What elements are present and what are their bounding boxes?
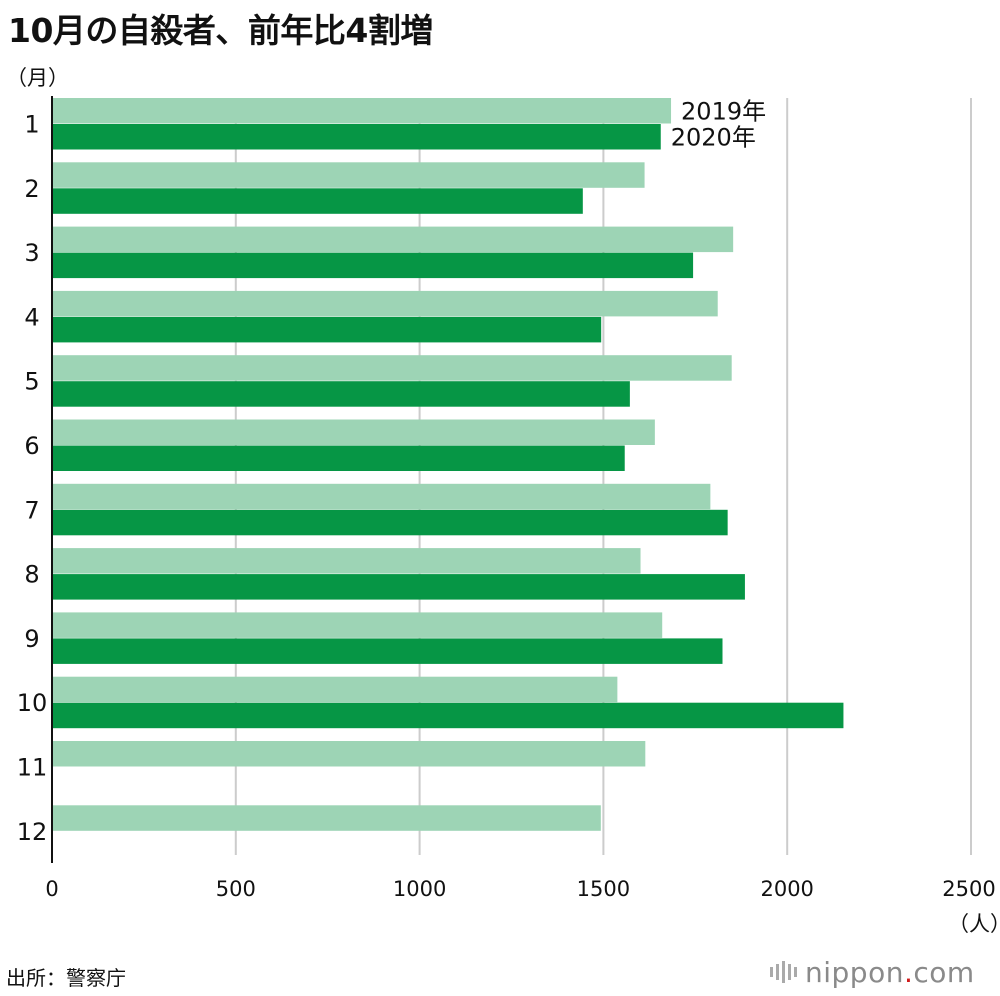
x-axis-unit: （人） xyxy=(948,912,1000,936)
bar-2020-month-6 xyxy=(52,445,625,471)
logo-suffix: com xyxy=(913,955,975,989)
bar-2019-month-9 xyxy=(52,612,663,638)
y-axis-unit: （月） xyxy=(6,66,69,90)
month-label: 2 xyxy=(24,175,39,203)
source-note: 出所：警察庁 xyxy=(6,966,126,990)
bar-2020-month-3 xyxy=(52,252,694,279)
month-label: 6 xyxy=(24,432,39,460)
logo-dot: . xyxy=(903,955,914,989)
month-label: 5 xyxy=(24,368,39,396)
chart-title: 10月の自殺者、前年比4割増 xyxy=(8,11,433,50)
month-label: 8 xyxy=(24,561,39,589)
bar-2019-month-10 xyxy=(52,676,618,703)
labels: 0 500 1000 1500 2000 25001234567891011122019年… xyxy=(17,98,996,902)
month-label: 4 xyxy=(24,303,39,331)
month-label: 3 xyxy=(24,239,39,267)
bar-2020-month-2 xyxy=(52,188,583,214)
x-tick-label: 2500 xyxy=(942,877,995,901)
bar-2020-month-9 xyxy=(52,638,723,664)
bars xyxy=(52,98,844,831)
x-tick-label: 1000 xyxy=(393,877,446,901)
month-label: 1 xyxy=(24,111,39,139)
month-label: 7 xyxy=(24,496,39,524)
grid-lines xyxy=(234,98,972,855)
x-tick-label: 1500 xyxy=(577,877,630,901)
bar-2019-month-1 xyxy=(52,98,672,124)
bar-2019-month-4 xyxy=(52,290,718,317)
bar-2020-month-4 xyxy=(52,316,602,343)
month-label: 9 xyxy=(24,625,39,653)
bar-2019-month-3 xyxy=(52,226,734,253)
nippon-logo[interactable]: nippon. com xyxy=(770,955,975,989)
logo-bars-icon xyxy=(770,961,797,983)
bar-2019-month-2 xyxy=(52,162,645,188)
x-tick-label: 0 xyxy=(45,877,58,901)
bar-2019-month-6 xyxy=(52,419,655,445)
month-label: 10 xyxy=(17,689,48,717)
bar-2019-month-5 xyxy=(52,355,732,381)
bar-2020-month-7 xyxy=(52,509,728,536)
x-tick-label: 2000 xyxy=(760,877,813,901)
bar-2020-month-8 xyxy=(52,574,745,600)
bar-2020-month-5 xyxy=(52,381,630,407)
month-label: 12 xyxy=(17,818,48,846)
legend-label-0: 2019年 xyxy=(681,98,766,126)
month-label: 11 xyxy=(17,754,48,782)
legend-label-1: 2020年 xyxy=(671,124,756,152)
x-tick-label: 500 xyxy=(216,877,256,901)
bar-2020-month-10 xyxy=(52,702,844,729)
bar-2019-month-11 xyxy=(52,741,646,767)
logo-name: nippon xyxy=(805,955,904,989)
bar-2019-month-7 xyxy=(52,483,711,510)
bar-2019-month-12 xyxy=(52,805,601,831)
bar-2020-month-1 xyxy=(52,124,661,150)
bar-2019-month-8 xyxy=(52,548,641,574)
